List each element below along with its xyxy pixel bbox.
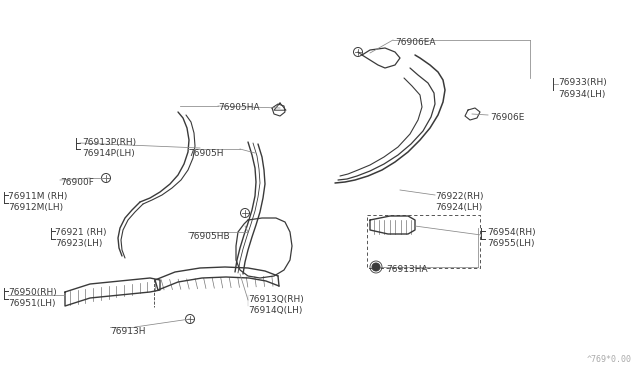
Text: 76914Q(LH): 76914Q(LH)	[248, 306, 302, 315]
Text: 76905H: 76905H	[188, 149, 223, 158]
Text: 76913Q(RH): 76913Q(RH)	[248, 295, 304, 304]
Text: 76954(RH): 76954(RH)	[487, 228, 536, 237]
Text: 76913P(RH): 76913P(RH)	[82, 138, 136, 147]
Text: 76911M (RH): 76911M (RH)	[8, 192, 67, 201]
Text: 76955(LH): 76955(LH)	[487, 239, 534, 248]
Text: 76913HA: 76913HA	[386, 265, 428, 274]
Text: 76923(LH): 76923(LH)	[55, 239, 102, 248]
Text: 76912M(LH): 76912M(LH)	[8, 203, 63, 212]
Text: 76933(RH): 76933(RH)	[558, 78, 607, 87]
Text: 76913H: 76913H	[110, 327, 145, 336]
Text: 76906E: 76906E	[490, 113, 524, 122]
Text: 76905HA: 76905HA	[218, 103, 260, 112]
Text: 76950(RH): 76950(RH)	[8, 288, 57, 297]
Text: 76922(RH): 76922(RH)	[435, 192, 483, 201]
Circle shape	[372, 263, 380, 271]
Text: 76905HB: 76905HB	[188, 232, 230, 241]
Text: 76900F: 76900F	[60, 178, 94, 187]
Text: 76906EA: 76906EA	[395, 38, 435, 47]
Text: 76951(LH): 76951(LH)	[8, 299, 56, 308]
Text: ^769*0.00: ^769*0.00	[587, 355, 632, 364]
Text: 76924(LH): 76924(LH)	[435, 203, 483, 212]
Text: 76921 (RH): 76921 (RH)	[55, 228, 106, 237]
Text: 76934(LH): 76934(LH)	[558, 90, 605, 99]
Text: 76914P(LH): 76914P(LH)	[82, 149, 135, 158]
